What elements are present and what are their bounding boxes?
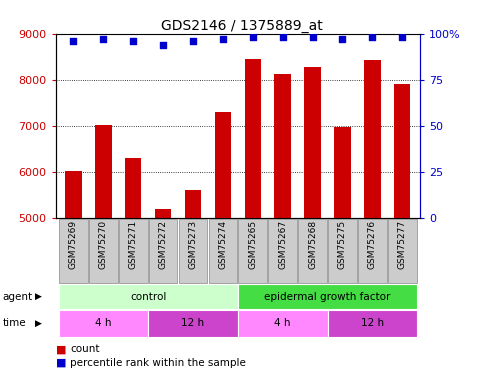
Text: 12 h: 12 h bbox=[361, 318, 384, 328]
Bar bbox=[239, 219, 267, 283]
Text: GSM75272: GSM75272 bbox=[158, 220, 168, 269]
Text: GSM75271: GSM75271 bbox=[129, 220, 138, 269]
Text: control: control bbox=[130, 292, 166, 302]
Bar bbox=[58, 284, 238, 309]
Bar bbox=[179, 219, 207, 283]
Bar bbox=[269, 219, 297, 283]
Bar bbox=[65, 171, 82, 218]
Text: ▶: ▶ bbox=[35, 319, 42, 328]
Point bbox=[249, 34, 256, 40]
Text: GSM75269: GSM75269 bbox=[69, 220, 78, 269]
Bar bbox=[328, 219, 357, 283]
Bar bbox=[89, 219, 118, 283]
Text: count: count bbox=[70, 344, 99, 354]
Text: 12 h: 12 h bbox=[182, 318, 205, 328]
Text: GSM75265: GSM75265 bbox=[248, 220, 257, 269]
Bar bbox=[388, 219, 417, 283]
Bar bbox=[215, 112, 231, 218]
Point bbox=[70, 38, 77, 44]
Point bbox=[369, 34, 376, 40]
Bar bbox=[125, 158, 142, 218]
Bar bbox=[358, 219, 387, 283]
Point bbox=[99, 36, 107, 42]
Bar bbox=[304, 67, 321, 218]
Point bbox=[159, 42, 167, 48]
Bar bbox=[155, 210, 171, 218]
Bar bbox=[244, 59, 261, 218]
Text: GSM75267: GSM75267 bbox=[278, 220, 287, 269]
Text: GSM75268: GSM75268 bbox=[308, 220, 317, 269]
Text: time: time bbox=[2, 318, 26, 328]
Text: agent: agent bbox=[2, 292, 32, 302]
Bar bbox=[148, 310, 238, 337]
Text: GSM75274: GSM75274 bbox=[218, 220, 227, 269]
Point bbox=[219, 36, 227, 42]
Point bbox=[129, 38, 137, 44]
Text: 4 h: 4 h bbox=[95, 318, 112, 328]
Point bbox=[339, 36, 346, 42]
Text: ■: ■ bbox=[56, 358, 66, 368]
Text: GSM75276: GSM75276 bbox=[368, 220, 377, 269]
Bar bbox=[58, 310, 148, 337]
Text: ■: ■ bbox=[56, 344, 66, 354]
Bar bbox=[149, 219, 177, 283]
Bar bbox=[394, 84, 411, 218]
Bar bbox=[327, 310, 417, 337]
Text: 4 h: 4 h bbox=[274, 318, 291, 328]
Text: GSM75277: GSM75277 bbox=[398, 220, 407, 269]
Bar bbox=[274, 74, 291, 218]
Bar bbox=[334, 127, 351, 218]
Bar bbox=[119, 219, 148, 283]
Text: GSM75273: GSM75273 bbox=[188, 220, 198, 269]
Point bbox=[279, 34, 286, 40]
Bar bbox=[298, 219, 327, 283]
Bar bbox=[238, 284, 417, 309]
Point bbox=[398, 34, 406, 40]
Text: ▶: ▶ bbox=[35, 292, 42, 301]
Text: epidermal growth factor: epidermal growth factor bbox=[264, 292, 391, 302]
Text: GDS2146 / 1375889_at: GDS2146 / 1375889_at bbox=[161, 19, 322, 33]
Bar bbox=[364, 60, 381, 218]
Bar bbox=[59, 219, 88, 283]
Point bbox=[189, 38, 197, 44]
Text: GSM75270: GSM75270 bbox=[99, 220, 108, 269]
Bar bbox=[209, 219, 237, 283]
Text: percentile rank within the sample: percentile rank within the sample bbox=[70, 358, 246, 368]
Bar bbox=[185, 190, 201, 218]
Text: GSM75275: GSM75275 bbox=[338, 220, 347, 269]
Bar bbox=[95, 125, 112, 218]
Point bbox=[309, 34, 316, 40]
Bar bbox=[238, 310, 327, 337]
